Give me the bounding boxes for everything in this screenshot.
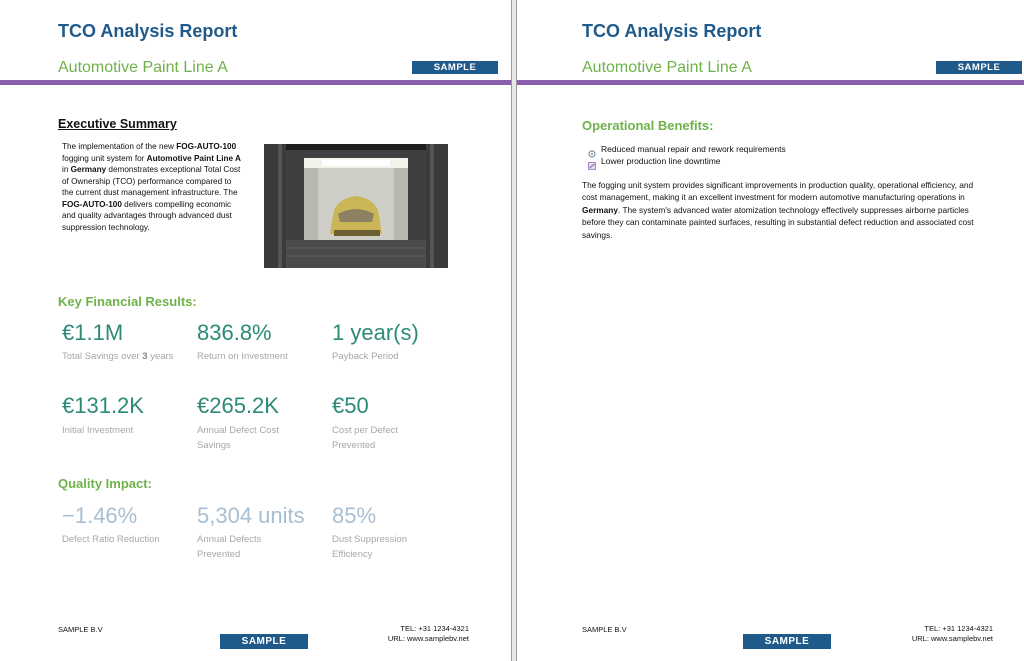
report-page-1: TCO Analysis Report Automotive Paint Lin… [0,0,512,661]
annual-savings-label: Annual Defect Cost Savings [197,425,279,451]
cost-per-defect-value: €50 [332,393,369,418]
initial-investment-value: €131.2K [62,393,144,418]
report-page-2: TCO Analysis Report Automotive Paint Lin… [516,0,1024,661]
defect-ratio-label: Defect Ratio Reduction [62,534,160,545]
footer-url: URL: www.samplebv.net [387,634,469,643]
roi-value: 836.8% [197,320,272,345]
report-subtitle: Automotive Paint Line A [582,59,752,76]
benefits-paragraph: The fogging unit system provides signifi… [582,180,974,240]
header-divider [0,80,511,85]
report-subtitle: Automotive Paint Line A [58,59,228,76]
defects-prevented-label: Annual Defects Prevented [197,534,262,560]
payback-label: Payback Period [332,351,399,362]
sample-badge-footer: SAMPLE [220,634,308,649]
report-title: TCO Analysis Report [582,21,762,41]
paint-booth-photo [264,144,448,268]
defect-ratio-value: −1.46% [62,503,138,528]
paint-booth-illustration [264,144,448,268]
total-savings-label: Total Savings over 3 years [62,351,174,362]
key-financial-heading: Key Financial Results: [58,294,197,309]
report-title: TCO Analysis Report [58,21,238,41]
quality-impact-heading: Quality Impact: [58,476,152,491]
footer-tel: TEL: +31 1234-4321 [400,624,469,633]
footer-company: SAMPLE B.V [582,625,627,634]
sample-badge: SAMPLE [936,61,1022,74]
header-divider [517,80,1024,85]
total-savings-value: €1.1M [62,320,124,345]
footer-tel: TEL: +31 1234-4321 [924,624,993,633]
benefit-item: Reduced manual repair and rework require… [601,144,786,154]
defects-prevented-value: 5,304 units [197,503,305,528]
annual-savings-value: €265.2K [197,393,279,418]
sample-badge: SAMPLE [412,61,498,74]
dust-suppression-value: 85% [332,503,377,528]
cost-per-defect-label: Cost per Defect Prevented [332,425,398,451]
payback-value: 1 year(s) [332,320,419,345]
sample-badge-footer: SAMPLE [743,634,831,649]
executive-summary-text: The implementation of the new FOG-AUTO-1… [62,142,241,232]
initial-investment-label: Initial Investment [62,425,134,436]
chart-icon [588,157,596,170]
executive-summary-heading: Executive Summary [58,117,177,131]
footer-url: URL: www.samplebv.net [911,634,993,643]
benefit-item: Lower production line downtime [601,156,721,166]
roi-label: Return on Investment [197,351,288,362]
operational-benefits-heading: Operational Benefits: [582,118,714,133]
dust-suppression-label: Dust Suppression Efficiency [332,534,407,560]
gear-icon [588,145,596,158]
footer-company: SAMPLE B.V [58,625,103,634]
